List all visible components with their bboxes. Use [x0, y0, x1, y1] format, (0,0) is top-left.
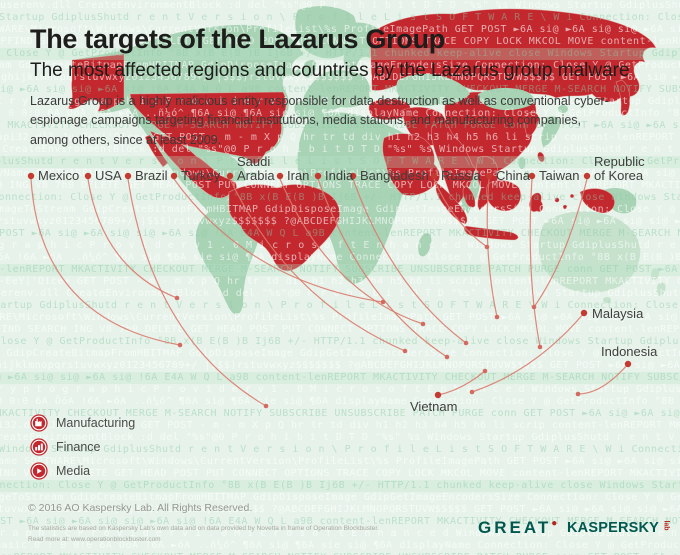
map-label-iran: Iran — [287, 168, 310, 183]
page-title: The targets of the Lazarus Group — [30, 24, 445, 54]
country-malaysia-peninsula — [462, 185, 476, 208]
landmass-new-zealand — [651, 268, 666, 296]
line-saudi-arabia — [229, 178, 406, 352]
line-indonesia — [577, 363, 629, 395]
legend-label: Finance — [56, 440, 101, 454]
statistics-note: The statistics are based on Kaspersky La… — [28, 525, 379, 532]
great-logo-dot: ● — [551, 518, 558, 529]
country-indonesia-sulawesi — [529, 192, 544, 213]
line-iran — [279, 178, 424, 325]
line-taiwan — [529, 178, 541, 348]
line-usa — [87, 178, 178, 299]
country-indonesia-papua — [579, 188, 615, 214]
page-description: Lazarus Group is a highly malicious enti… — [30, 94, 609, 147]
line-bangladesh — [352, 178, 467, 344]
non-highlighted-overlays — [396, 73, 534, 111]
line-vietnam — [437, 370, 486, 396]
country-mexico-baja — [144, 134, 169, 168]
target-dots — [174, 244, 581, 409]
legend-item-media: Media — [30, 459, 135, 483]
country-south-korea — [524, 111, 540, 138]
legend-item-finance: Finance — [30, 435, 135, 459]
map-label-india: India — [325, 168, 354, 183]
landmass-iberia — [294, 100, 318, 120]
line-mexico — [30, 178, 181, 346]
country-russia-kamchatka — [615, 79, 631, 116]
country-indonesia-maluku — [554, 197, 560, 203]
landmass-uk — [302, 60, 317, 78]
landmass-kazakhstan — [396, 73, 470, 107]
country-indonesia-maluku-3 — [569, 193, 575, 199]
copyright-text: © 2016 AO Kaspersky Lab. All Rights Rese… — [28, 502, 253, 514]
legend-label: Manufacturing — [56, 416, 136, 430]
country-indonesia-java — [463, 225, 519, 241]
line-brazil — [127, 178, 267, 407]
kaspersky-logo: KASPERSKY lab — [567, 520, 670, 536]
country-brazil — [228, 184, 340, 272]
legend-label: Media — [56, 464, 91, 478]
landmass-japan-hokkaido — [558, 105, 568, 113]
map-label-indonesia: Indonesia — [601, 344, 658, 359]
page-subtitle: The most affected regions and countries … — [30, 60, 630, 81]
landmass-philippines-2 — [524, 170, 530, 180]
great-logo: GREAT● — [478, 518, 558, 537]
landmass-mongolia — [477, 87, 534, 111]
country-indonesia-sumatra — [435, 182, 468, 225]
landmass-tasmania — [603, 297, 611, 303]
line-india — [317, 178, 448, 358]
map-label-usa: USA — [95, 168, 122, 183]
map-label-turkey: Turkey — [181, 168, 221, 183]
country-usa-alaska — [67, 53, 125, 112]
map-label-vietnam: Vietnam — [410, 399, 458, 414]
line-malaysia — [471, 312, 585, 393]
map-label-russia: Russia — [441, 168, 481, 183]
world-map — [67, 6, 666, 315]
play-icon — [30, 462, 48, 480]
map-label-china: China — [496, 168, 530, 183]
map-label-bangladesh: Bangladesh — [360, 168, 429, 183]
landmass-ireland — [295, 69, 301, 77]
factory-icon — [30, 414, 48, 432]
landmass-caribbean-2 — [248, 172, 258, 176]
line-republic-of-korea — [533, 178, 588, 308]
label-dots — [27, 172, 632, 399]
line-turkey — [173, 178, 384, 303]
landmass-caribbean — [230, 167, 244, 171]
landmass-japan-honshu — [541, 116, 561, 148]
map-label-malaysia: Malaysia — [592, 306, 644, 321]
read-more-text: Read more at: www.operationblockbuster.c… — [28, 536, 161, 543]
country-malaysia-borneo — [486, 180, 522, 212]
map-label-taiwan: Taiwan — [539, 168, 580, 183]
connector-curves — [30, 178, 629, 407]
map-label-mexico: Mexico — [38, 168, 80, 183]
map-label-brazil: Brazil — [135, 168, 168, 183]
map-label-republic-of-korea: Republic of Korea — [594, 154, 645, 183]
kaspersky-lab-mark: lab — [662, 520, 670, 531]
country-taiwan — [537, 151, 545, 163]
legend: Manufacturing Finance Media — [30, 411, 135, 483]
landmass-philippines — [518, 157, 526, 169]
legend-item-manufacturing: Manufacturing — [30, 411, 135, 435]
line-china — [486, 178, 498, 318]
landmass-europe — [303, 70, 371, 119]
landmass-iceland — [318, 37, 328, 45]
country-indonesia-maluku-2 — [562, 204, 568, 210]
landmass-australia — [538, 211, 641, 293]
map-label-saudi-arabia: Saudi Arabia — [237, 154, 275, 183]
country-vietnam — [476, 156, 499, 211]
line-russia — [433, 178, 488, 248]
bar-chart-icon — [30, 438, 48, 456]
landmass-madagascar — [418, 233, 432, 257]
